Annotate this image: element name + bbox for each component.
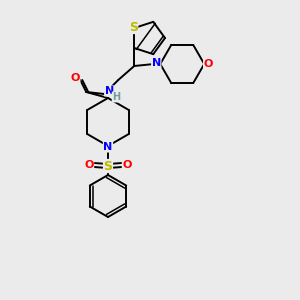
Text: O: O [70,73,80,83]
Text: S: S [129,20,138,34]
Text: H: H [112,92,120,102]
Text: O: O [84,160,94,170]
Text: N: N [152,58,161,68]
Text: O: O [204,59,213,69]
Text: N: N [103,142,112,152]
Text: N: N [105,86,114,96]
Text: S: S [103,160,112,172]
Text: O: O [122,160,132,170]
